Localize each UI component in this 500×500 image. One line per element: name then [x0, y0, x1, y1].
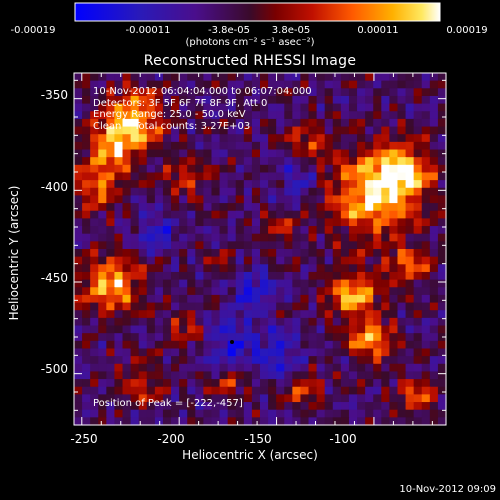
- x-tick-label: -150: [244, 432, 272, 446]
- y-axis-label: Heliocentric Y (arcsec): [7, 185, 21, 321]
- colorbar-tick: -0.00019: [10, 25, 56, 36]
- peak-position-label: Position of Peak = [-222,-457]: [93, 398, 243, 409]
- image-heatmap: [74, 73, 447, 426]
- peak-marker: [230, 340, 234, 344]
- colorbar-tick-labels: -0.00019 -0.00011 -3.8e-05 3.8e-05 0.000…: [0, 25, 500, 39]
- y-tick-label: -500: [40, 362, 68, 376]
- info-time-range: 10-Nov-2012 06:04:04.000 to 06:07:04.000: [93, 86, 312, 97]
- colorbar-units: (photons cm⁻² s⁻¹ asec⁻²): [185, 37, 315, 48]
- info-clean-counts: Clean Total counts: 3.27E+03: [93, 120, 251, 132]
- colorbar-tick: 0.00011: [357, 25, 399, 36]
- colorbar: [74, 2, 441, 22]
- x-tick-label: -200: [157, 432, 185, 446]
- info-energy-range: Energy Range: 25.0 - 50.0 keV: [93, 109, 246, 120]
- plot-frame: [73, 72, 447, 426]
- y-tick-label: -400: [40, 180, 68, 194]
- plot-title: Reconstructed RHESSI Image: [143, 53, 357, 69]
- colorbar-tick: -3.8e-05: [208, 25, 250, 36]
- x-tick-labels: -250 -200 -150 -100: [0, 432, 500, 446]
- x-tick-label: -100: [329, 432, 357, 446]
- colorbar-tick: 0.00019: [446, 25, 488, 36]
- y-tick-label: -350: [40, 88, 68, 102]
- plot-timestamp: 10-Nov-2012 09:09: [399, 484, 496, 495]
- y-tick-label: -450: [40, 271, 68, 285]
- axis-ticks: [74, 73, 446, 425]
- info-detectors: Detectors: 3F 5F 6F 7F 8F 9F, Att 0: [93, 97, 268, 109]
- y-tick-labels: -350 -400 -450 -500: [0, 0, 74, 500]
- image-info: 10-Nov-2012 06:04:04.000 to 06:07:04.000…: [93, 86, 312, 132]
- x-tick-label: -250: [70, 432, 98, 446]
- x-axis-label: Heliocentric X (arcsec): [182, 448, 318, 462]
- colorbar-tick: 3.8e-05: [271, 25, 311, 36]
- colorbar-tick: -0.00011: [125, 25, 171, 36]
